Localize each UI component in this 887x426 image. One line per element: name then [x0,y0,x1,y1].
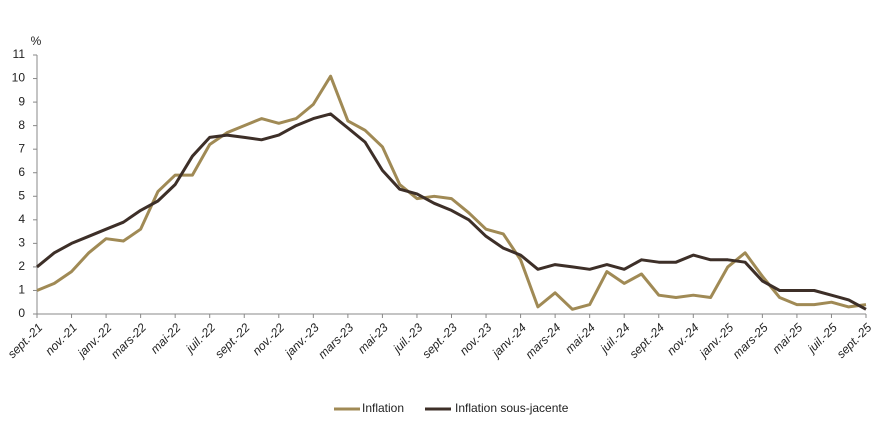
y-tick-label: 6 [18,165,25,179]
x-tick-label: sept.-24 [627,320,668,361]
y-axis-label: % [31,34,42,48]
x-tick-label: mai-25 [769,320,805,356]
x-tick-label: nov.-21 [42,320,80,358]
x-tick-label: nov.-22 [250,320,288,358]
y-tick-label: 0 [18,306,25,320]
x-tick-label: nov.-23 [457,320,495,358]
legend-label: Inflation sous-jacente [455,401,569,415]
x-tick-label: mars-23 [315,320,356,361]
x-tick-label: mai-24 [562,320,598,356]
y-tick-label: 1 [18,283,25,297]
y-tick-label: 7 [18,141,25,155]
y-tick-label: 10 [12,71,26,85]
series-line [36,74,867,311]
x-tick-label: janv.-24 [488,320,529,361]
series-line [36,112,867,311]
y-tick-label: 11 [13,47,26,61]
y-tick-label: 3 [18,236,25,250]
x-tick-label: mars-25 [730,320,771,361]
y-tick-label: 2 [18,259,25,273]
x-tick-label: mai-23 [355,320,391,356]
legend-label: Inflation [362,401,404,415]
x-tick-label: sept.-25 [834,320,875,361]
x-tick-label: mai-22 [148,320,184,356]
y-tick-label: 5 [18,188,25,202]
x-tick-label: sept.-22 [212,320,253,361]
x-tick-label: sept.-23 [419,320,460,361]
x-tick-label: janv.-22 [74,320,115,361]
x-tick-label: nov.-24 [664,320,702,358]
x-tick-label: janv.-25 [695,320,736,361]
y-tick-label: 8 [18,118,25,132]
y-tick-label: 9 [18,94,25,108]
x-tick-label: mars-22 [108,320,149,361]
y-tick-label: 4 [18,212,25,226]
x-tick-label: sept.-21 [5,320,46,361]
x-tick-label: janv.-23 [281,320,322,361]
x-tick-label: mars-24 [522,320,563,361]
